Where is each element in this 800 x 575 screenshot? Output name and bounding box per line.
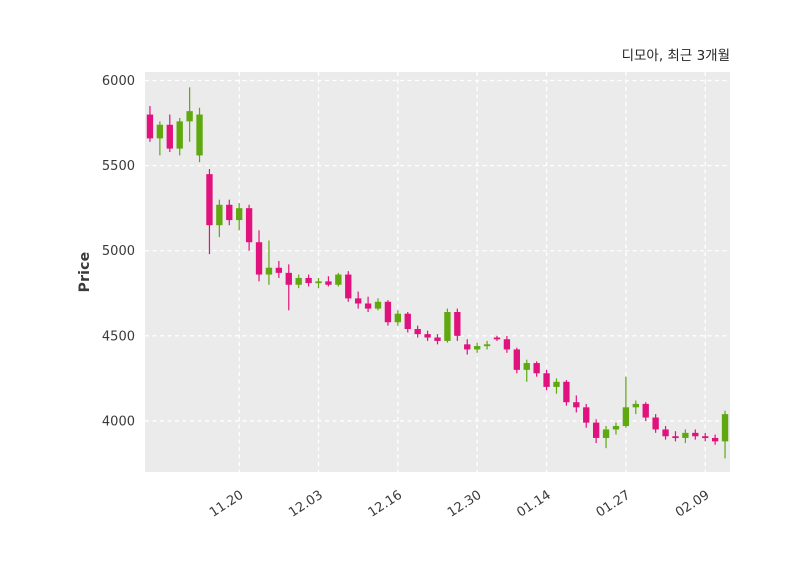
svg-text:5000: 5000 (102, 244, 135, 259)
svg-text:02.09: 02.09 (673, 488, 712, 521)
svg-text:12.30: 12.30 (445, 488, 484, 521)
svg-text:5500: 5500 (102, 159, 135, 174)
svg-text:4000: 4000 (102, 414, 135, 429)
svg-text:01.14: 01.14 (514, 488, 553, 521)
svg-text:6000: 6000 (102, 74, 135, 89)
svg-text:12.03: 12.03 (286, 488, 325, 521)
svg-text:11.20: 11.20 (207, 488, 246, 521)
svg-text:01.27: 01.27 (594, 488, 633, 521)
chart-title: 디모아, 최근 3개월 (621, 48, 730, 64)
svg-text:12.16: 12.16 (366, 488, 405, 521)
svg-text:4500: 4500 (102, 329, 135, 344)
